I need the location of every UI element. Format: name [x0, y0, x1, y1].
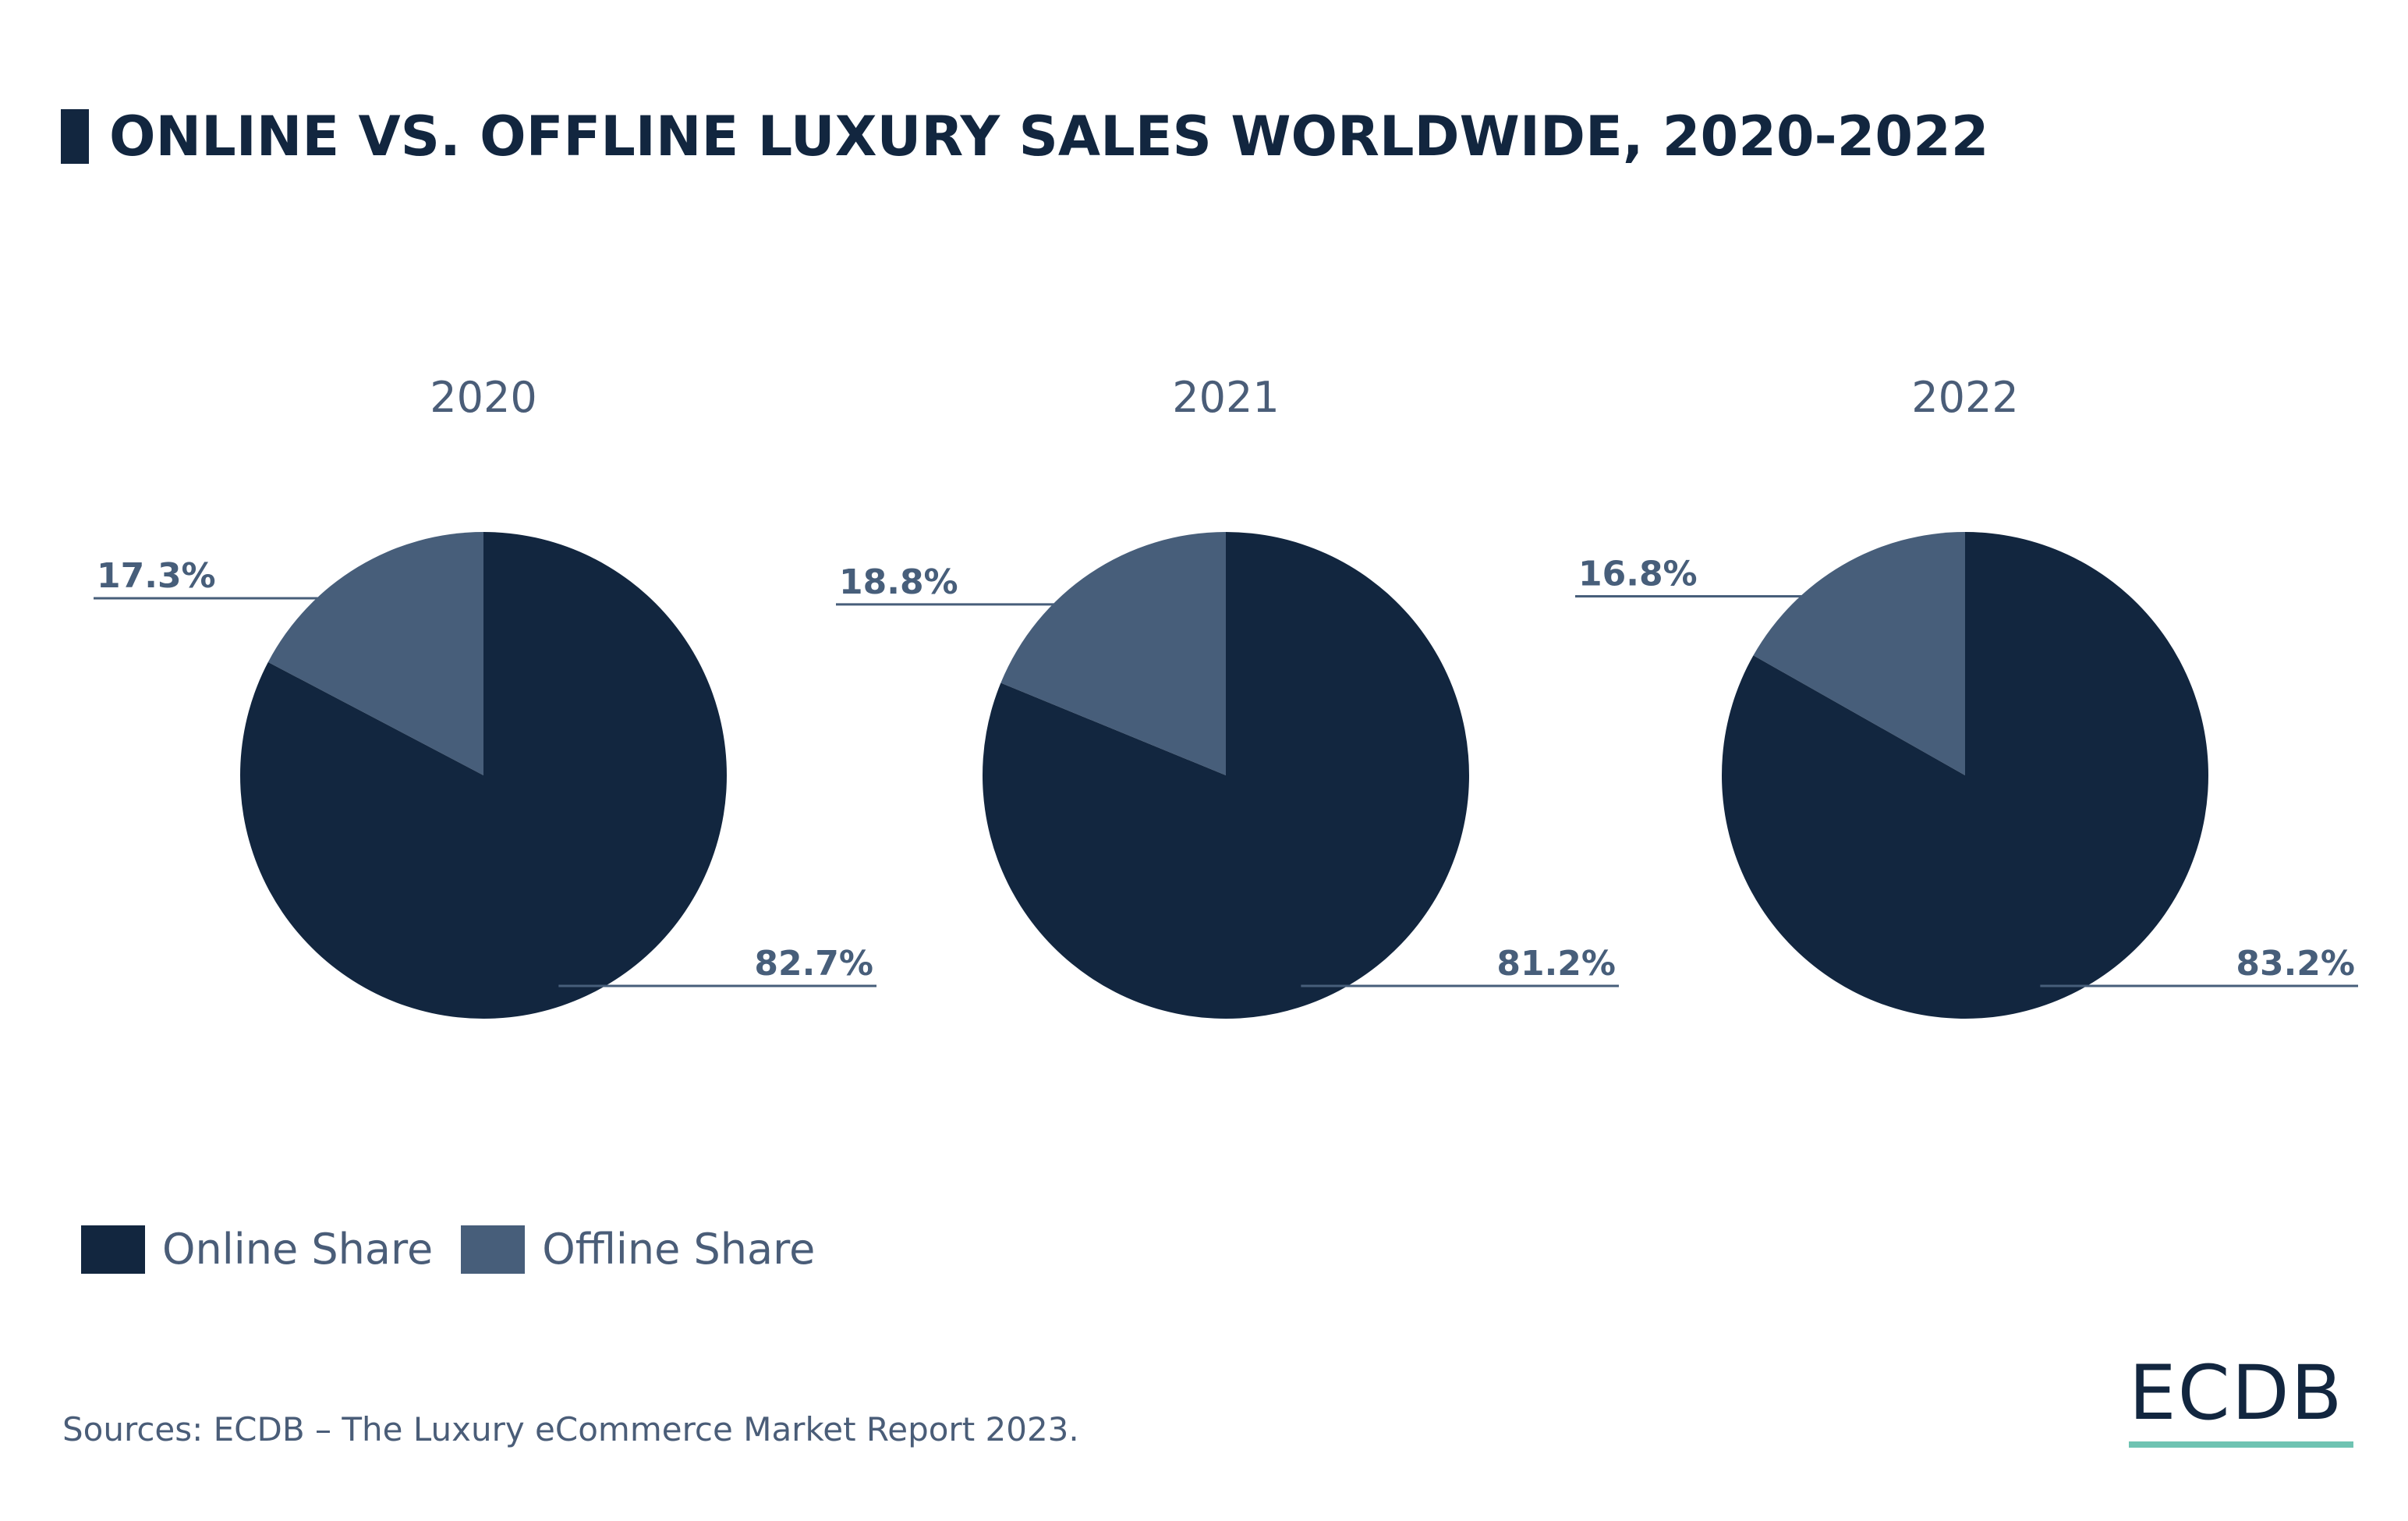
data-label-offline-2022: 16.8% [1578, 554, 1698, 594]
legend: Online Share Offline Share [81, 1225, 843, 1274]
pie-title-2021: 2021 [1172, 373, 1279, 422]
source-note: Sources: ECDB – The Luxury eCommerce Mar… [62, 1410, 1079, 1448]
slice-offline-2021 [1000, 532, 1226, 775]
legend-item-online: Online Share [81, 1225, 433, 1274]
pie-title-2020: 2020 [430, 373, 536, 422]
logo-underline [2129, 1441, 2353, 1448]
legend-item-offline: Offline Share [461, 1225, 815, 1274]
chart-title: ONLINE VS. OFFLINE LUXURY SALES WORLDWID… [61, 105, 1989, 168]
slice-offline-2022 [1753, 532, 1965, 775]
ecdb-logo: ECDB [2129, 1356, 2353, 1448]
title-text: ONLINE VS. OFFLINE LUXURY SALES WORLDWID… [109, 105, 1989, 168]
data-label-offline-2021: 18.8% [839, 562, 958, 602]
legend-label-online: Online Share [162, 1225, 434, 1274]
pie-title-2022: 2022 [1911, 373, 2018, 422]
data-label-online-2021: 81.2% [1496, 944, 1616, 984]
legend-swatch-online [81, 1225, 145, 1274]
slice-online-2021 [983, 532, 1469, 1019]
slice-online-2022 [1722, 532, 2208, 1019]
legend-label-offline: Offline Share [542, 1225, 816, 1274]
data-label-offline-2020: 17.3% [97, 556, 216, 596]
slice-online-2020 [240, 532, 727, 1019]
legend-swatch-offline [461, 1225, 526, 1274]
data-label-online-2022: 83.2% [2236, 944, 2355, 984]
logo-text: ECDB [2129, 1349, 2344, 1437]
data-label-online-2020: 82.7% [754, 944, 873, 984]
title-marker [61, 109, 89, 164]
slice-offline-2020 [267, 532, 483, 775]
